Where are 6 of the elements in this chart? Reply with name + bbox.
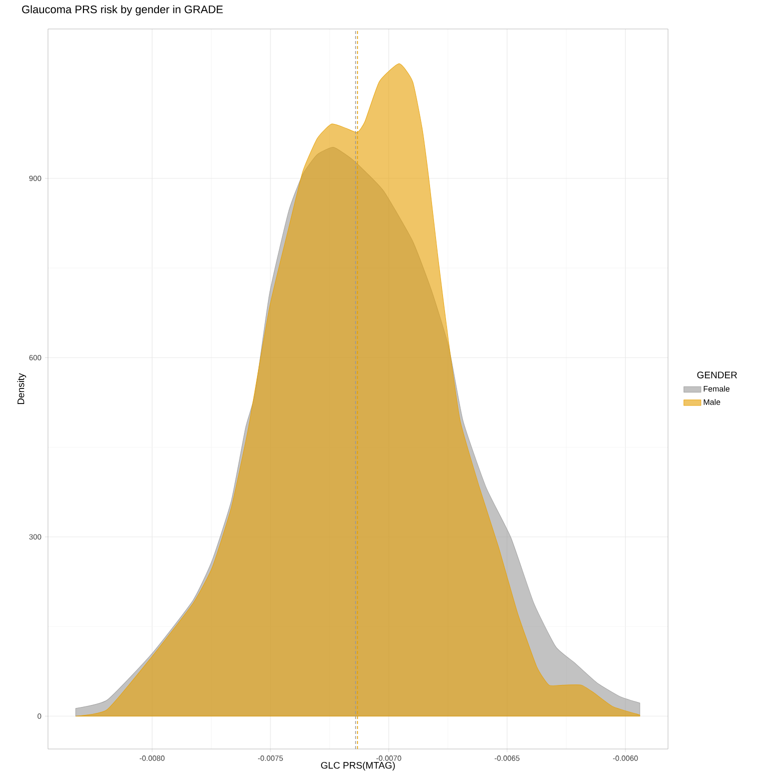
legend-label: Female [704,386,730,392]
y-axis-title: Density [17,373,26,404]
chart-title: Glaucoma PRS risk by gender in GRADE [22,5,223,16]
x-axis-title: GLC PRS(MTAG) [321,762,395,771]
legend-label: Male [704,399,720,405]
legend-title: GENDER [697,372,737,378]
